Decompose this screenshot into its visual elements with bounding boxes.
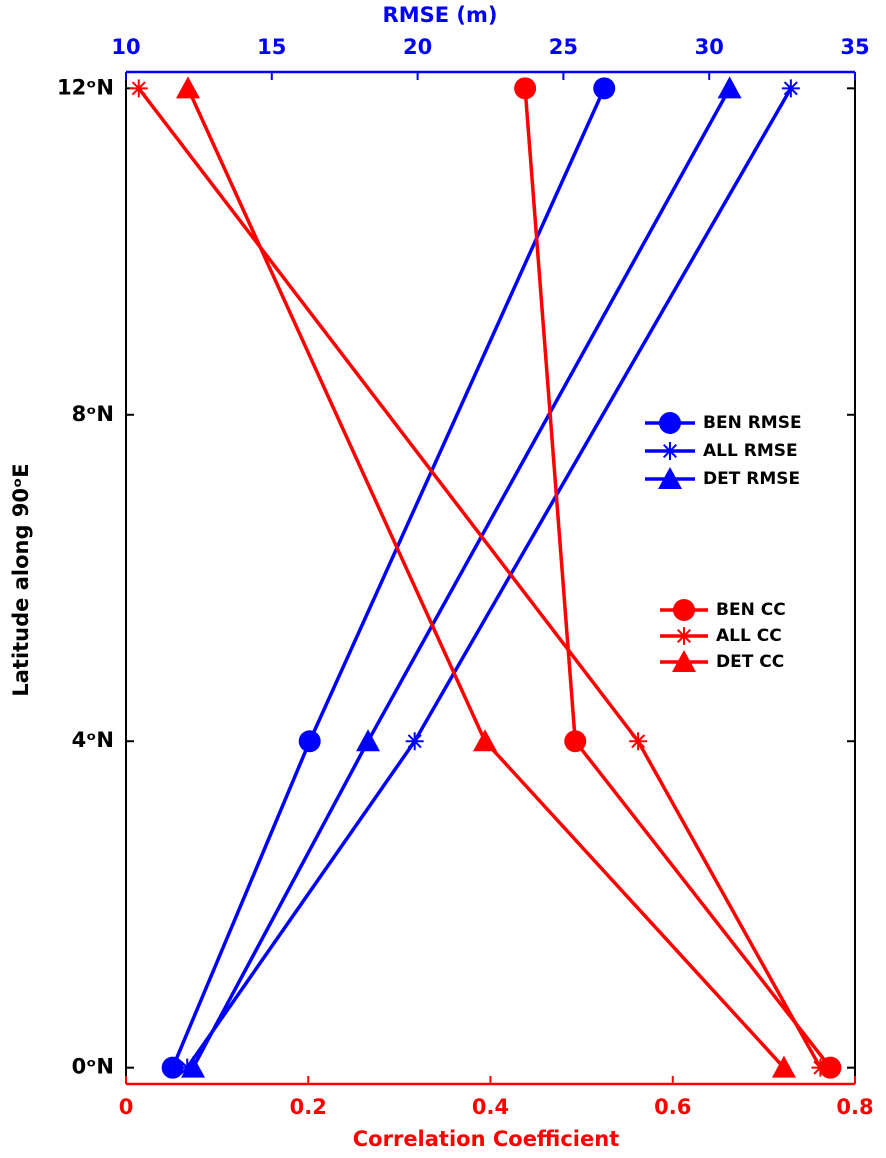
x-tick-label: 0.6 [654, 1095, 691, 1119]
y-tick-label: 8ᵒN [72, 402, 114, 426]
y-tick-label: 0ᵒN [72, 1055, 114, 1079]
marker [771, 1055, 796, 1078]
legend-label: BEN CC [716, 600, 786, 620]
marker [129, 79, 148, 98]
marker [175, 76, 200, 99]
x2-tick-label: 15 [257, 35, 286, 59]
marker [661, 442, 679, 460]
x2-tick-label: 10 [111, 35, 140, 59]
series-line [185, 87, 793, 1069]
marker [593, 77, 616, 100]
legend-label: DET RMSE [703, 469, 800, 489]
marker [629, 732, 648, 751]
marker [405, 732, 424, 751]
y-tick-label: 4ᵒN [72, 728, 114, 752]
marker [356, 729, 381, 752]
x-tick-label: 0.8 [836, 1095, 873, 1119]
x2-tick-label: 20 [403, 35, 432, 59]
series-line [171, 87, 606, 1069]
x-tick-label: 0.4 [472, 1095, 509, 1119]
series-line [137, 87, 822, 1069]
x-tick-label: 0 [119, 1095, 134, 1119]
marker [514, 77, 537, 100]
legend-label: ALL RMSE [703, 441, 798, 461]
marker [673, 599, 695, 621]
series-line [523, 88, 832, 1069]
marker [659, 412, 681, 434]
x2-axis-label: RMSE (m) [383, 3, 498, 27]
legend-label: ALL CC [716, 626, 782, 646]
marker [658, 467, 682, 489]
marker [672, 650, 696, 672]
marker [675, 627, 693, 645]
y-tick-label: 12ᵒN [57, 75, 114, 99]
marker [181, 1055, 206, 1078]
y-axis-label: Latitude along 90ᵒE [9, 463, 33, 696]
series-line [186, 87, 786, 1069]
x2-tick-label: 35 [840, 35, 869, 59]
marker [473, 729, 498, 752]
x2-tick-label: 25 [549, 35, 578, 59]
marker [781, 79, 800, 98]
legend-label: BEN RMSE [703, 413, 802, 433]
marker [717, 76, 742, 99]
marker [161, 1056, 184, 1079]
x2-tick-label: 30 [695, 35, 724, 59]
marker [811, 1058, 830, 1077]
marker [298, 730, 321, 753]
legend-label: DET CC [716, 652, 784, 672]
marker [564, 730, 587, 753]
x-tick-label: 0.2 [290, 1095, 327, 1119]
x-axis-label: Correlation Coefficient [353, 1127, 619, 1151]
